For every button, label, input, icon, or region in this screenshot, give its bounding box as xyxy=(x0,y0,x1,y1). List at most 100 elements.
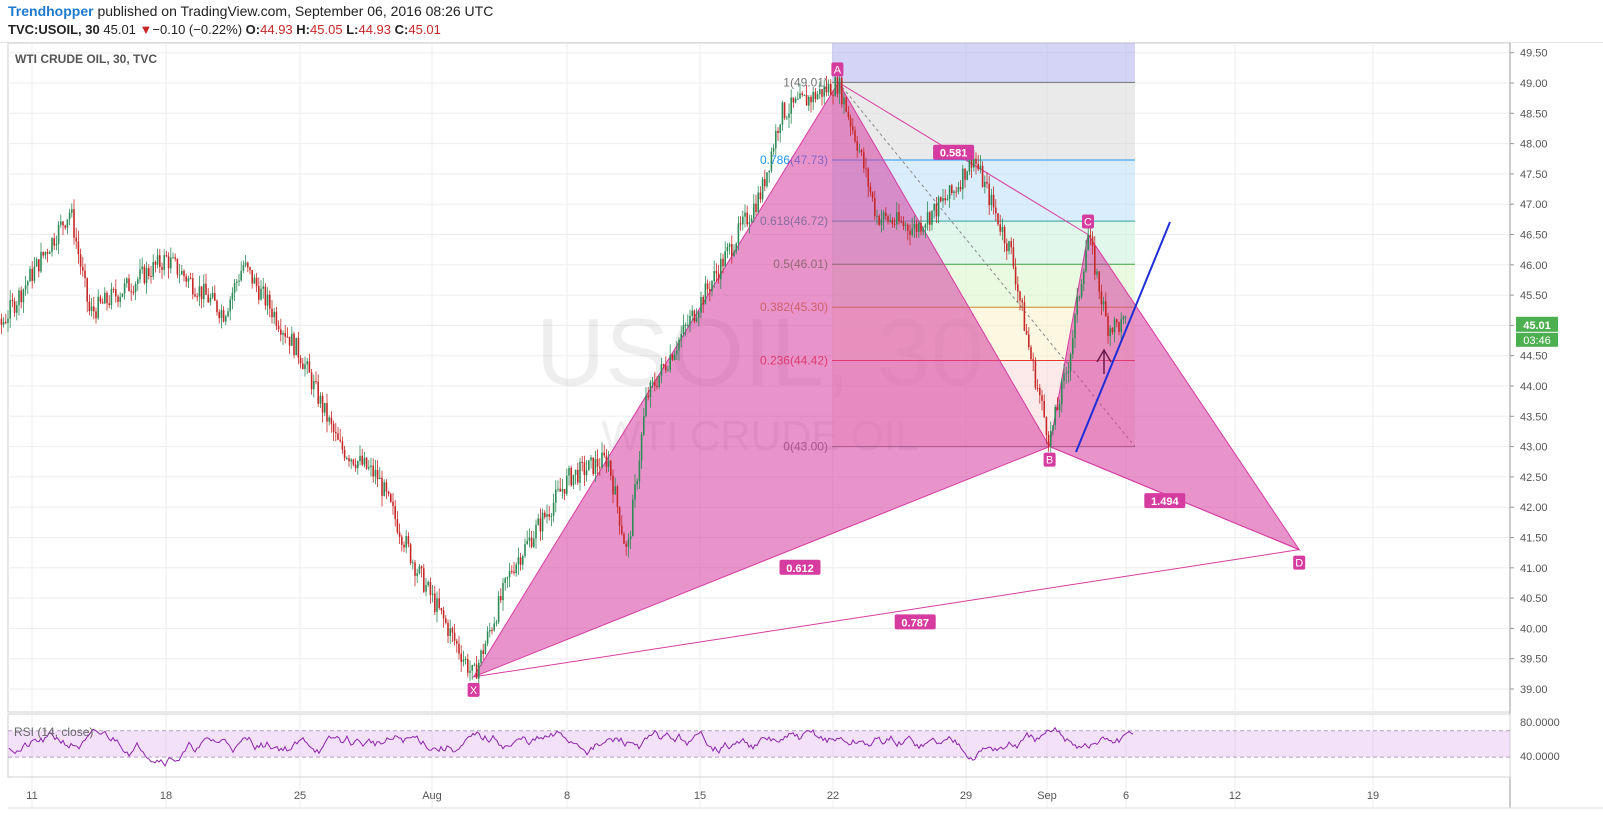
candle-body xyxy=(977,163,979,170)
candle-body xyxy=(610,460,612,476)
candle-body xyxy=(253,277,256,284)
candle-body xyxy=(207,294,209,303)
candle-body xyxy=(297,337,300,358)
pattern-point-badge[interactable] xyxy=(1293,555,1306,570)
candle-body xyxy=(1061,381,1063,405)
candle-body xyxy=(467,659,469,673)
candle-body xyxy=(405,536,407,548)
pattern-annotations[interactable]: X A B C D 0.612 0.581 1.494 0.787 xyxy=(467,62,1306,697)
pattern-point-badge[interactable] xyxy=(467,682,480,697)
candle-body xyxy=(200,286,203,300)
candle-body xyxy=(871,192,874,198)
candle-body xyxy=(374,469,377,477)
candle-body xyxy=(753,203,755,219)
candle-body xyxy=(984,181,986,187)
candle-body xyxy=(7,318,9,323)
candle-body xyxy=(143,266,146,284)
pattern-point-badge[interactable] xyxy=(1043,452,1056,467)
candle-body xyxy=(225,316,227,322)
candle-body xyxy=(319,395,322,404)
rsi-legend-title: RSI (14, close) xyxy=(14,725,93,739)
candle-body xyxy=(775,130,777,149)
candle-body xyxy=(1032,359,1034,362)
candle-body xyxy=(548,514,550,517)
candle-body xyxy=(1045,417,1048,436)
candle-body xyxy=(132,291,135,293)
candle-body xyxy=(632,499,634,537)
candle-body xyxy=(772,148,775,152)
price-tick-label: 41.00 xyxy=(1520,563,1548,575)
candle-body xyxy=(260,288,262,300)
candle-body xyxy=(343,449,346,459)
candle-body xyxy=(189,278,192,280)
time-axis[interactable]: 11 18 25 Aug 8 15 22 29 Sep 6 12 19 xyxy=(8,790,1603,809)
pattern-point-label: A xyxy=(834,64,842,76)
ratio-badge[interactable] xyxy=(779,559,821,575)
candle-body xyxy=(541,512,544,532)
candle-body xyxy=(739,223,742,225)
last-price-tag xyxy=(1516,316,1558,332)
candle-body xyxy=(368,467,370,469)
price-axis[interactable]: 39.00 39.50 40.00 40.50 41.00 41.50 42.00 42.50… xyxy=(1509,43,1558,808)
candle-body xyxy=(57,224,60,244)
ratio-badge[interactable] xyxy=(894,614,936,630)
time-tick-label: Sep xyxy=(1037,790,1057,802)
candle-body xyxy=(768,170,770,173)
candle-body xyxy=(874,197,876,217)
author-link[interactable]: Trendhopper xyxy=(8,3,94,19)
candle-body xyxy=(1006,243,1008,252)
ratio-badge[interactable] xyxy=(1144,493,1186,509)
candle-body xyxy=(363,457,366,465)
candle-body xyxy=(64,225,66,228)
candle-body xyxy=(825,86,828,93)
candle-body xyxy=(821,89,823,97)
candle-body xyxy=(737,223,740,244)
candle-body xyxy=(849,117,852,127)
candle-body xyxy=(625,543,627,547)
candle-body xyxy=(841,77,843,105)
candle-body xyxy=(123,283,126,294)
candle-body xyxy=(946,198,949,201)
candle-body xyxy=(376,469,379,480)
candle-body xyxy=(117,296,119,302)
candle-body xyxy=(812,91,814,103)
candle-body xyxy=(482,650,484,655)
pattern-point-badge[interactable] xyxy=(1082,214,1094,229)
pattern-point-badge[interactable] xyxy=(831,62,844,77)
candle-body xyxy=(709,289,711,292)
candle-body xyxy=(935,203,938,217)
candle-body xyxy=(172,257,174,259)
candle-body xyxy=(669,355,671,370)
candle-body xyxy=(95,311,97,319)
candle-body xyxy=(898,212,900,222)
candle-body xyxy=(480,650,482,663)
candle-body xyxy=(511,570,513,572)
candle-body xyxy=(139,269,141,280)
candle-body xyxy=(13,301,16,313)
candle-body xyxy=(988,183,990,206)
candle-body xyxy=(288,336,291,346)
candle-body xyxy=(893,223,896,225)
candle-body xyxy=(130,291,132,293)
candle-body xyxy=(550,515,553,517)
candle-body xyxy=(79,254,82,267)
candle-body xyxy=(299,357,302,364)
candle-body xyxy=(1120,319,1122,333)
candle-body xyxy=(585,470,588,476)
candle-body xyxy=(308,361,311,373)
candle-body xyxy=(159,255,161,267)
candle-body xyxy=(649,382,652,398)
candle-body xyxy=(284,332,286,337)
trendline[interactable] xyxy=(1075,221,1171,453)
price-tick-label: 40.50 xyxy=(1520,593,1548,605)
candle-body xyxy=(16,305,18,313)
candle-body xyxy=(643,416,645,435)
candle-body xyxy=(55,243,58,246)
ratio-badge[interactable] xyxy=(933,144,975,160)
candle-body xyxy=(152,261,154,277)
candle-body xyxy=(856,141,858,151)
candle-body xyxy=(449,628,451,637)
candle-body xyxy=(385,482,388,492)
candle-body xyxy=(992,194,995,208)
